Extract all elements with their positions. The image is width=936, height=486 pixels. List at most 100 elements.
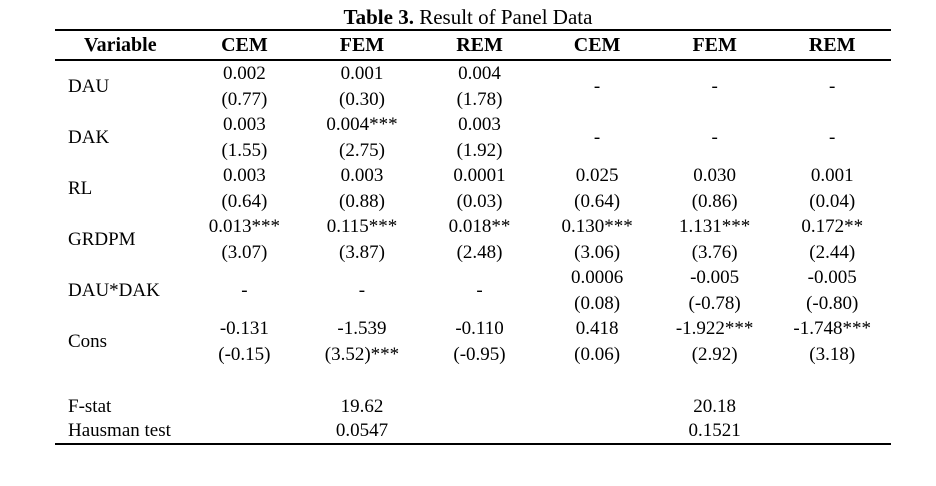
table-cell: 1.131*** (3.76) [656, 214, 774, 265]
table-cell: 0.0001 (0.03) [421, 163, 539, 214]
stat-value-right: 0.1521 [655, 419, 774, 445]
stat-label: Hausman test [55, 419, 186, 445]
table-cell: 0.018** (2.48) [421, 214, 539, 265]
t-statistic: (3.87) [339, 241, 385, 263]
empty-cell [538, 419, 656, 445]
table-cell: 0.115*** (3.87) [303, 214, 421, 265]
t-statistic: (0.06) [574, 343, 621, 365]
coefficient-value: 0.003 [458, 114, 501, 135]
table-header-row: Variable CEM FEM REM CEM FEM REM [55, 29, 891, 61]
t-statistic: (-0.80) [806, 292, 859, 314]
t-statistic: (3.18) [809, 343, 856, 365]
row-label: GRDPM [68, 228, 136, 250]
table-row-cons: Cons -0.131 (-0.15) -1.539 (3.52)*** -0.… [55, 316, 891, 367]
empty-cell [420, 419, 539, 445]
table-cell: 0.003 (1.92) [421, 112, 539, 163]
table-row-f-stat: F-stat 19.62 20.18 [55, 394, 891, 419]
table-cell: 0.025 (0.64) [538, 163, 656, 214]
table-row-dau-dak: DAU*DAK - - - 0.0006 (0.08) -0.005 (-0.7… [55, 265, 891, 316]
t-statistic: (3.06) [574, 241, 621, 263]
t-statistic: (0.08) [574, 292, 621, 314]
coefficient-value: 0.003 [340, 165, 384, 186]
coefficient-value: 0.115*** [326, 216, 398, 237]
t-statistic: (0.03) [456, 190, 503, 212]
coefficient-value: 0.002 [223, 63, 266, 84]
table-row-dau: DAU 0.002 (0.77) 0.001 (0.30) 0.004 (1.7… [55, 60, 891, 112]
table-cell: 0.172** (2.44) [773, 214, 891, 265]
table-cell: 0.001 (0.30) [303, 60, 421, 112]
column-header-rem-2: REM [773, 29, 891, 61]
table-cell: 0.002 (0.77) [186, 60, 304, 112]
table-cell: -0.110 (-0.95) [421, 316, 539, 367]
coefficient-value: 0.030 [693, 165, 737, 186]
coefficient-value: 0.001 [810, 165, 854, 186]
t-statistic: (3.07) [221, 241, 268, 263]
empty-cell-dash: - [829, 126, 836, 148]
t-statistic: (1.92) [456, 139, 503, 161]
t-statistic: (0.77) [221, 88, 268, 110]
t-statistic: (-0.95) [453, 343, 506, 365]
table-cell: 0.418 (0.06) [538, 316, 656, 367]
coefficient-value: -0.005 [690, 267, 740, 288]
table-cell: 0.130*** (3.06) [538, 214, 656, 265]
t-statistic: (0.04) [809, 190, 856, 212]
t-statistic: (1.78) [456, 88, 503, 110]
t-statistic: (0.64) [221, 190, 268, 212]
table-cell: 0.004*** (2.75) [303, 112, 421, 163]
t-statistic: (-0.78) [688, 292, 741, 314]
coefficient-value: -1.748*** [793, 318, 871, 339]
empty-cell [773, 419, 891, 445]
coefficient-value: 0.0006 [570, 267, 624, 288]
coefficient-value: 0.172** [801, 216, 864, 237]
table-cell: -1.748*** (3.18) [773, 316, 891, 367]
table-cell: 0.001 (0.04) [773, 163, 891, 214]
t-statistic: (-0.15) [218, 343, 271, 365]
coefficient-value: 0.003 [223, 165, 266, 186]
t-statistic: (3.52)*** [324, 343, 400, 365]
stat-value-left: 19.62 [340, 395, 384, 417]
t-statistic: (0.88) [339, 190, 385, 212]
table-title: Table 3. Result of Panel Data [0, 0, 936, 29]
coefficient-value: 0.004*** [326, 114, 398, 135]
row-label: Cons [68, 330, 108, 352]
empty-cell-dash: - [711, 75, 718, 97]
row-label: DAU [68, 75, 110, 97]
coefficient-value: 0.418 [575, 318, 619, 339]
empty-cell [185, 419, 304, 445]
t-statistic: (2.75) [339, 139, 385, 161]
coefficient-value: -1.539 [337, 318, 387, 339]
table-title-number: Table 3. [343, 5, 414, 29]
coefficient-value: 0.130*** [561, 216, 633, 237]
coefficient-value: 0.003 [223, 114, 266, 135]
table-cell: 0.003 (1.55) [186, 112, 304, 163]
table-cell: -0.005 (-0.80) [773, 265, 891, 316]
table-cell: 0.003 (0.64) [186, 163, 304, 214]
table-cell: -0.005 (-0.78) [656, 265, 774, 316]
coefficient-value: 1.131*** [679, 216, 751, 237]
table-row-hausman-test: Hausman test 0.0547 0.1521 [55, 419, 891, 445]
table-cell: 0.0006 (0.08) [538, 265, 656, 316]
spacer-row [55, 367, 891, 394]
table-cell: -1.922*** (2.92) [656, 316, 774, 367]
coefficient-value: 0.025 [575, 165, 619, 186]
table-cell: -0.131 (-0.15) [186, 316, 304, 367]
t-statistic: (2.92) [691, 343, 738, 365]
column-header-variable: Variable [55, 29, 186, 61]
empty-cell-dash: - [358, 279, 366, 301]
column-header-fem-1: FEM [303, 29, 421, 61]
row-label: RL [68, 177, 93, 199]
table-cell: 0.004 (1.78) [421, 60, 539, 112]
row-label: DAU*DAK [68, 279, 160, 301]
empty-cell-dash: - [711, 126, 718, 148]
t-statistic: (0.64) [574, 190, 621, 212]
coefficient-value: -0.110 [455, 318, 504, 339]
t-statistic: (3.76) [691, 241, 738, 263]
table-cell: 0.030 (0.86) [656, 163, 774, 214]
table-row-rl: RL 0.003 (0.64) 0.003 (0.88) 0.0001 (0.0… [55, 163, 891, 214]
column-header-rem-1: REM [420, 29, 539, 61]
empty-cell-dash: - [476, 279, 483, 301]
row-label: DAK [68, 126, 110, 148]
t-statistic: (2.44) [809, 241, 856, 263]
panel-data-table: Variable CEM FEM REM CEM FEM REM DAU 0.0… [55, 29, 891, 445]
